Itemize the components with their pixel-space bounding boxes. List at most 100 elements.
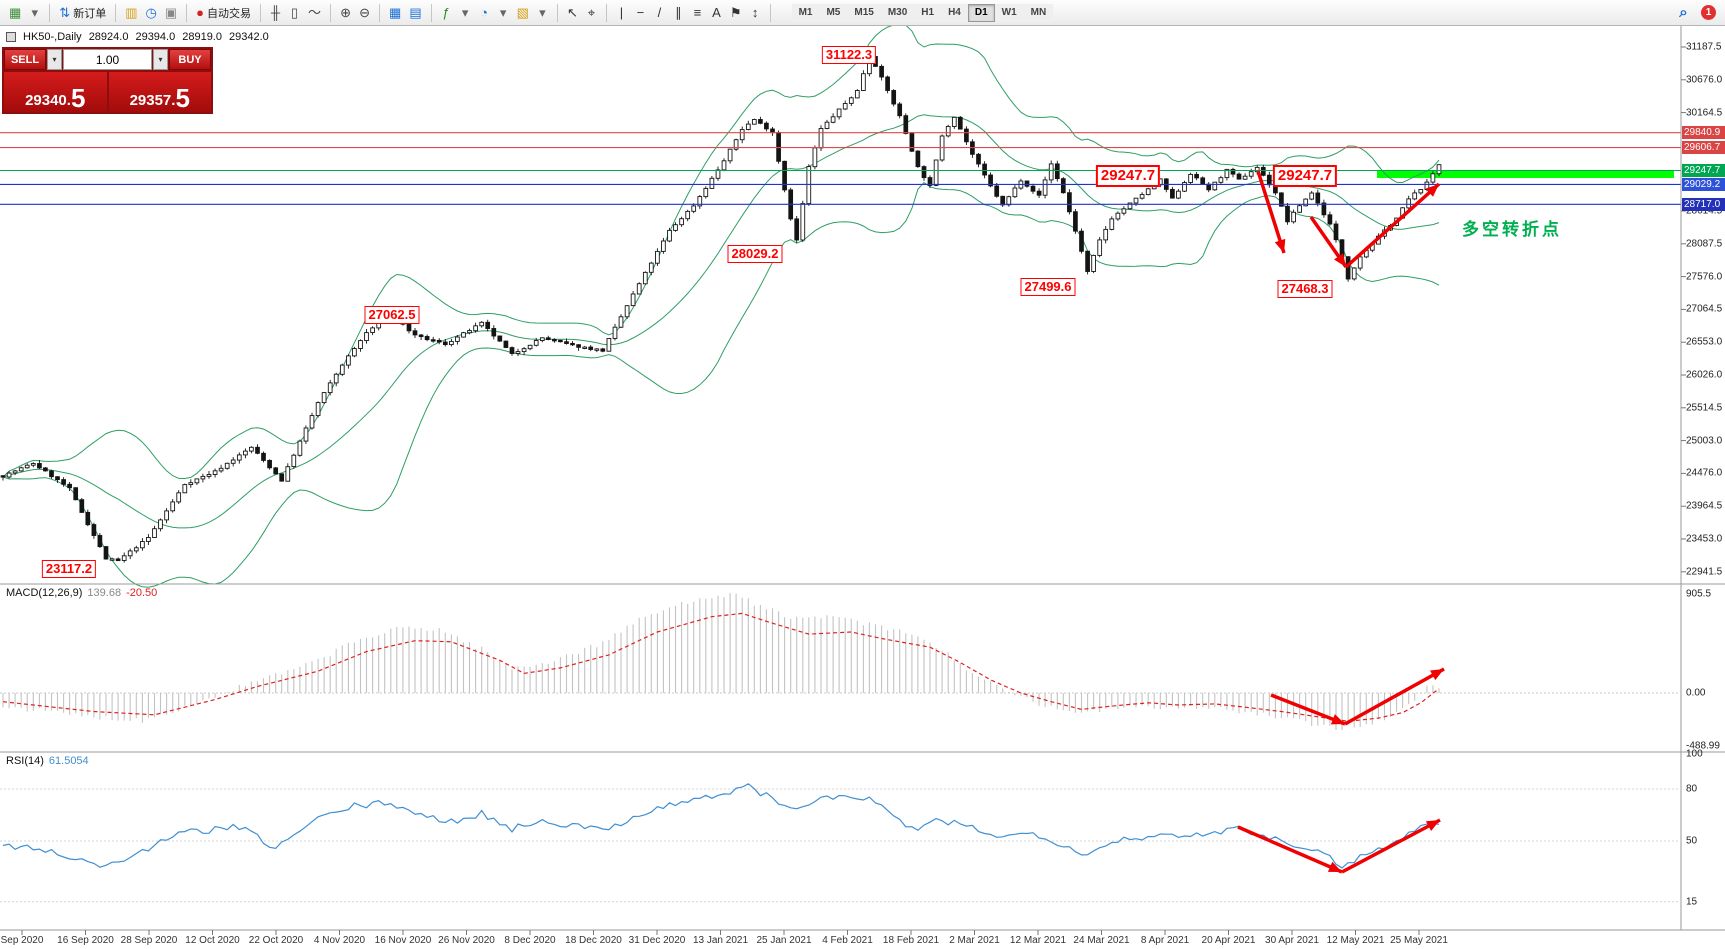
label-icon[interactable]: ⚑: [726, 3, 746, 23]
date-axis-label: 12 May 2021: [1326, 935, 1385, 946]
price-annotation[interactable]: 27468.3: [1277, 280, 1333, 298]
new-chart-icon[interactable]: ▦: [5, 3, 25, 23]
volume-spinner-icon[interactable]: ▾: [153, 49, 168, 70]
sell-button[interactable]: SELL: [4, 49, 46, 70]
trendline-icon[interactable]: /: [650, 3, 669, 23]
new-chart-dropdown-icon: ▾: [31, 5, 39, 20]
indicators-dropdown-icon[interactable]: ▾: [456, 3, 475, 23]
price-axis-label: 26553.0: [1686, 336, 1723, 348]
periods-icon[interactable]: ◔: [475, 3, 494, 23]
templates-icon: ▧: [516, 5, 529, 20]
profiles-icon[interactable]: ◷: [142, 3, 161, 23]
horizontal-line-icon[interactable]: −: [631, 3, 650, 23]
price-line-tag: 28717.0: [1682, 197, 1725, 211]
new-order-button[interactable]: ⇅ 新订单: [55, 3, 110, 23]
tile-windows-icon: ▦: [389, 5, 402, 20]
ohlc-bars-icon[interactable]: ╫: [266, 3, 285, 23]
search-icon[interactable]: ⌕: [1674, 3, 1693, 23]
timeframe-m15[interactable]: M15: [847, 3, 881, 22]
timeframe-w1[interactable]: W1: [994, 3, 1024, 22]
price-axis-label: 27064.5: [1686, 303, 1723, 315]
timeframe-mn[interactable]: MN: [1023, 3, 1054, 22]
price-annotation[interactable]: 27499.6: [1020, 278, 1076, 296]
bull-bear-note[interactable]: 多空转折点: [1462, 220, 1562, 239]
arrows-tool-icon: ↕: [751, 5, 759, 20]
new-chart-icon: ▦: [9, 5, 22, 20]
timeframe-m30[interactable]: M30: [880, 3, 915, 22]
candles: [0, 53, 1442, 563]
new-order-button: ⇅: [59, 5, 71, 20]
zoom-out-icon[interactable]: ⊖: [355, 3, 374, 23]
chart-ohlc-header: HK50-,Daily 28924.0 29394.0 28919.0 2934…: [6, 31, 269, 43]
timeframe-m5[interactable]: M5: [819, 3, 848, 22]
horizontal-lines[interactable]: [0, 132, 1681, 205]
autotrading-button-label: 自动交易: [207, 7, 251, 20]
vertical-line-icon[interactable]: |: [612, 3, 631, 23]
rsi-axis-label: 100: [1686, 748, 1703, 760]
date-axis-label: 16 Sep 2020: [57, 935, 114, 946]
fibonacci-icon[interactable]: ≡: [688, 3, 707, 23]
line-chart-icon: ～: [308, 5, 322, 20]
rsi-axis-label: 50: [1686, 835, 1698, 847]
candlestick-chart-icon: ▯: [290, 5, 299, 20]
buy-button[interactable]: BUY: [169, 49, 211, 70]
notification-badge[interactable]: 1: [1701, 5, 1716, 20]
toolbar-separator: [115, 3, 117, 22]
timeframe-d1[interactable]: D1: [967, 3, 995, 22]
text-icon[interactable]: A: [707, 3, 726, 23]
autotrading-button: ●: [196, 5, 204, 20]
channel-icon: ∥: [675, 5, 682, 20]
macd-axis-label: -488.99: [1686, 740, 1720, 752]
channel-icon[interactable]: ∥: [669, 3, 688, 23]
toolbar-separator: [556, 3, 558, 22]
templates-icon[interactable]: ▧: [513, 3, 533, 23]
price-axis-label: 31187.5: [1686, 41, 1722, 53]
price-axis-label: 30164.5: [1686, 107, 1723, 119]
trend-arrows[interactable]: [1237, 170, 1445, 874]
timeframe-h1[interactable]: H1: [914, 3, 942, 22]
date-axis-label: 12 Oct 2020: [185, 935, 240, 946]
date-axis-label: 25 Jan 2021: [756, 935, 812, 946]
price-annotation[interactable]: 29247.7: [1095, 165, 1161, 187]
indicators-icon[interactable]: ƒ: [437, 3, 456, 23]
highlight-bar[interactable]: [1377, 170, 1674, 178]
price-annotation[interactable]: 29247.7: [1272, 165, 1338, 187]
zoom-out-icon: ⊖: [359, 5, 370, 20]
new-chart-dropdown-icon[interactable]: ▾: [25, 3, 44, 23]
price-annotation[interactable]: 31122.3: [821, 46, 877, 64]
auto-arrange-icon[interactable]: ▤: [405, 3, 425, 23]
price-annotation[interactable]: 27062.5: [364, 306, 420, 324]
crosshair-icon[interactable]: ⌖: [582, 3, 601, 23]
chart-shift-icon[interactable]: ▥: [121, 3, 141, 23]
volume-dropdown-icon[interactable]: ▾: [47, 49, 62, 70]
high-value: 29394.0: [135, 31, 176, 43]
templates-dropdown-icon: ▾: [539, 5, 546, 20]
timeframe-h4[interactable]: H4: [941, 3, 968, 22]
text-icon: A: [712, 5, 721, 20]
periods-dropdown-icon[interactable]: ▾: [494, 3, 513, 23]
date-axis-label: 12 Mar 2021: [1009, 935, 1067, 946]
price-annotation[interactable]: 23117.2: [41, 560, 97, 578]
price-line-tag: 29606.7: [1682, 141, 1725, 155]
data-window-icon[interactable]: ▣: [161, 3, 181, 23]
timeframe-m1[interactable]: M1: [791, 3, 820, 22]
date-axis-label: 8 Dec 2020: [504, 935, 556, 946]
autotrading-button[interactable]: ● 自动交易: [192, 3, 255, 23]
tile-windows-icon[interactable]: ▦: [385, 3, 405, 23]
toolbar-separator: [379, 3, 381, 22]
templates-dropdown-icon[interactable]: ▾: [533, 3, 552, 23]
rsi-indicator-label: RSI(14) 61.5054: [6, 755, 89, 767]
date-axis-label: 26 Nov 2020: [438, 935, 495, 946]
cursor-icon[interactable]: ↖: [563, 3, 582, 23]
price-axis-label: 22941.5: [1686, 566, 1723, 578]
volume-input[interactable]: [64, 50, 151, 69]
candlestick-chart-icon[interactable]: ▯: [285, 3, 304, 23]
price-annotation[interactable]: 28029.2: [727, 245, 783, 263]
zoom-in-icon[interactable]: ⊕: [336, 3, 355, 23]
line-chart-icon[interactable]: ～: [304, 3, 325, 23]
auto-arrange-icon: ▤: [409, 5, 422, 20]
date-axis-label: 4 Nov 2020: [313, 935, 366, 946]
arrows-tool-icon[interactable]: ↕: [746, 3, 765, 23]
